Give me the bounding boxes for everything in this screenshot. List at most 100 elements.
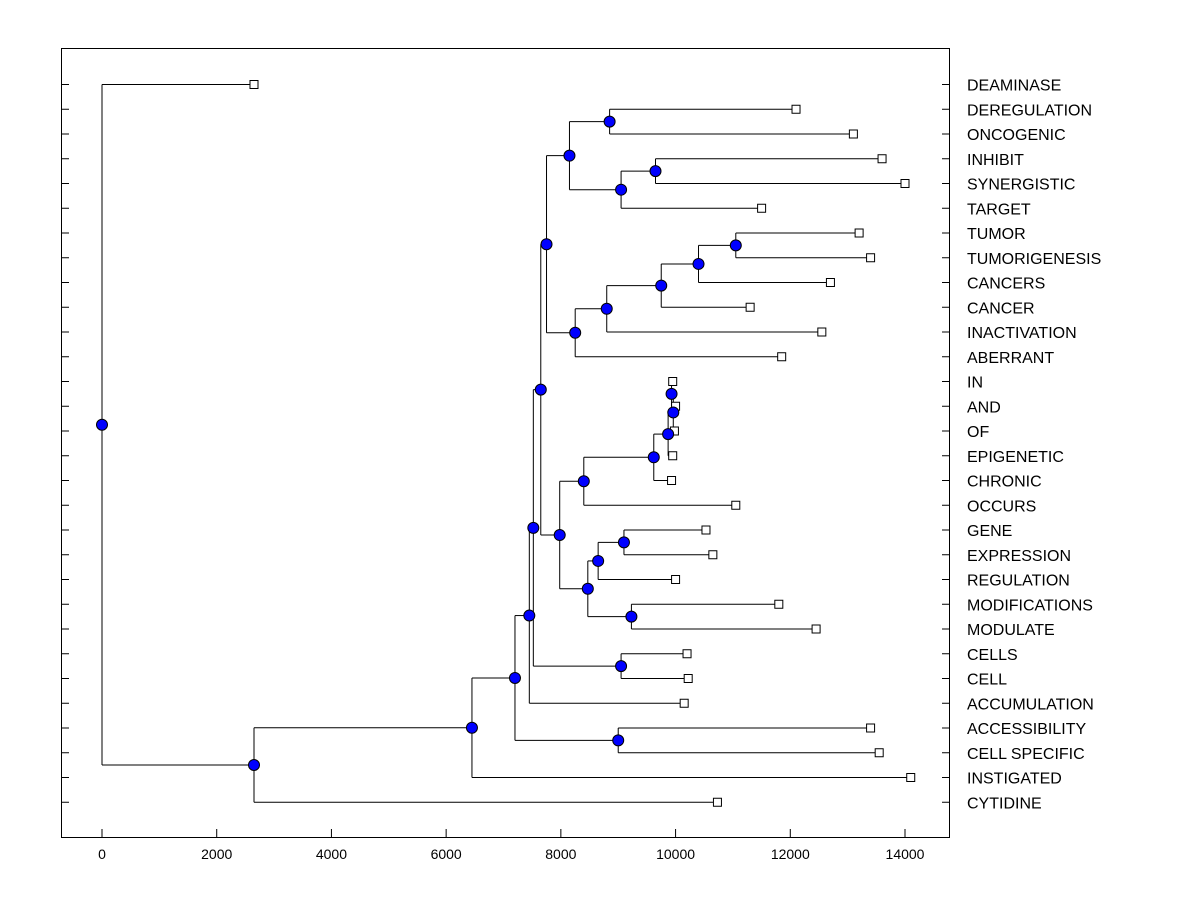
leaf-marker: [866, 723, 876, 733]
leaf-marker: [825, 278, 835, 287]
leaf-label: TARGET: [967, 201, 1031, 218]
x-tick-label: 12000: [771, 846, 810, 862]
leaf-label: CYTIDINE: [967, 795, 1042, 812]
leaf-marker: [848, 129, 858, 139]
cluster-node: [540, 238, 553, 251]
leaf-label: TUMOR: [967, 226, 1026, 243]
cluster-node: [534, 383, 547, 396]
leaf-marker: [701, 525, 711, 535]
leaf-label: GENE: [967, 523, 1012, 540]
leaf-labels: DEAMINASE DEREGULATION ONCOGENIC INHIBIT SYN…: [967, 78, 1101, 813]
leaf-marker: [745, 302, 755, 312]
dendrogram-links: [101, 84, 911, 803]
x-axis: 0 2000 4000 6000 8000 10000 12000 14000: [98, 829, 925, 862]
cluster-node: [615, 660, 628, 673]
cluster-node: [600, 302, 613, 315]
leaf-marker: [811, 624, 821, 634]
leaf-marker: [777, 352, 787, 362]
leaf-label: CANCERS: [967, 276, 1045, 293]
leaf-marker: [249, 80, 259, 89]
leaf-label: CELLS: [967, 647, 1018, 664]
cluster-node: [508, 671, 521, 684]
leaf-marker: [866, 253, 876, 263]
leaf-marker: [683, 674, 693, 683]
leaf-label: EXPRESSION: [967, 548, 1071, 565]
leaf-marker: [774, 599, 784, 609]
leaf-marker: [708, 550, 718, 560]
node-markers: [96, 115, 742, 771]
x-tick-label: 2000: [201, 846, 232, 862]
leaf-marker: [906, 773, 916, 782]
cluster-node: [523, 609, 536, 622]
leaf-label: DEREGULATION: [967, 102, 1092, 119]
cluster-node: [603, 115, 616, 128]
leaf-marker: [731, 500, 741, 510]
leaf-marker: [668, 451, 678, 461]
cluster-node: [527, 521, 540, 534]
leaf-label: CELL: [967, 672, 1007, 689]
cluster-node: [667, 406, 680, 419]
leaf-label: ONCOGENIC: [967, 127, 1066, 144]
x-tick-label: 14000: [886, 846, 925, 862]
leaf-label: SYNERGISTIC: [967, 177, 1075, 194]
cluster-node: [465, 721, 478, 734]
cluster-node: [649, 165, 662, 178]
x-tick-label: 8000: [545, 846, 576, 862]
cluster-node: [625, 610, 638, 623]
leaf-label: DEAMINASE: [967, 78, 1061, 95]
leaf-marker: [877, 154, 887, 164]
leaf-marker: [757, 203, 767, 213]
leaf-marker: [817, 327, 827, 337]
leaf-marker: [712, 797, 722, 807]
leaf-label: ACCESSIBILITY: [967, 721, 1086, 738]
leaf-marker: [682, 649, 692, 659]
cluster-node: [665, 387, 678, 400]
leaf-label: EPIGENETIC: [967, 449, 1064, 466]
cluster-node: [96, 418, 108, 431]
cluster-node: [563, 149, 576, 162]
cluster-node: [553, 529, 566, 542]
leaf-tick-marks: [61, 84, 950, 803]
cluster-node: [655, 279, 668, 292]
leaf-label: MODIFICATIONS: [967, 597, 1093, 614]
x-tick-label: 0: [98, 846, 106, 862]
leaf-label: CHRONIC: [967, 474, 1042, 491]
leaf-marker: [900, 179, 910, 188]
leaf-marker: [874, 748, 884, 758]
leaf-label: REGULATION: [967, 573, 1070, 590]
leaf-label: OCCURS: [967, 498, 1036, 515]
leaf-marker: [791, 104, 801, 114]
cluster-node: [662, 428, 675, 441]
cluster-node: [247, 758, 260, 771]
leaf-label: AND: [967, 399, 1001, 416]
x-tick-label: 10000: [656, 846, 695, 862]
cluster-node: [581, 582, 594, 595]
cluster-node: [612, 734, 625, 747]
leaf-label: ACCUMULATION: [967, 696, 1094, 713]
leaf-label: INSTIGATED: [967, 771, 1062, 788]
cluster-node: [592, 554, 605, 567]
cluster-node: [617, 536, 630, 549]
leaf-marker: [679, 698, 689, 708]
leaf-label: INACTIVATION: [967, 325, 1077, 342]
leaf-markers: [249, 80, 916, 807]
cluster-node: [692, 257, 705, 270]
plot-frame: [61, 48, 950, 838]
leaf-label: CELL SPECIFIC: [967, 746, 1085, 763]
cluster-node: [615, 183, 628, 196]
cluster-node: [729, 239, 742, 252]
x-tick-label: 6000: [431, 846, 462, 862]
leaf-marker: [667, 476, 677, 485]
cluster-node: [569, 326, 582, 339]
leaf-label: TUMORIGENESIS: [967, 251, 1101, 268]
leaf-label: INHIBIT: [967, 152, 1024, 169]
leaf-marker: [668, 377, 678, 386]
x-tick-label: 4000: [316, 846, 347, 862]
leaf-label: CANCER: [967, 300, 1035, 317]
leaf-label: ABERRANT: [967, 350, 1054, 367]
leaf-label: IN: [967, 375, 983, 392]
leaf-label: MODULATE: [967, 622, 1055, 639]
cluster-node: [577, 475, 590, 488]
